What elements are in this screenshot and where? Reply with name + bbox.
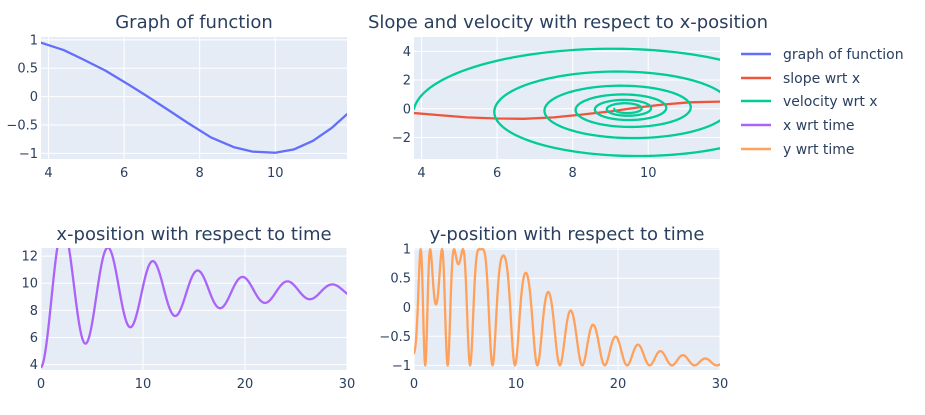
y-tick-label: 1 bbox=[403, 243, 411, 258]
x-tick-label: 30 bbox=[712, 377, 729, 392]
y-tick-label: −0.5 bbox=[6, 118, 38, 133]
x-tick-label: 4 bbox=[44, 166, 52, 181]
legend-label-ywrt: y wrt time bbox=[783, 142, 855, 158]
y-tick-label: −2 bbox=[392, 131, 411, 146]
x-tick-label: 0 bbox=[37, 377, 45, 392]
y-tick-label: 10 bbox=[21, 277, 38, 292]
y-tick-label: 0 bbox=[403, 102, 411, 117]
legend-label-slope: slope wrt x bbox=[783, 71, 860, 87]
x-tick-label: 0 bbox=[410, 377, 418, 392]
y-tick-label: 12 bbox=[21, 250, 38, 265]
legend-item-xwrt[interactable]: x wrt time bbox=[741, 118, 855, 134]
series-line-slope-wrt-x[interactable] bbox=[414, 100, 720, 120]
y-tick-label: −0.5 bbox=[379, 330, 411, 345]
legend-item-slope[interactable]: slope wrt x bbox=[741, 71, 860, 87]
x-tick-label: 8 bbox=[569, 166, 577, 181]
y-tick-label: 6 bbox=[30, 331, 38, 346]
legend-item-ywrt[interactable]: y wrt time bbox=[741, 142, 855, 158]
subplot-graph-of-function: Graph of function 4 6 8 10 1 0.5 0 −0.5 −1 bbox=[6, 12, 347, 181]
x-tick-label: 30 bbox=[339, 377, 356, 392]
y-tick-label: 4 bbox=[403, 45, 411, 60]
y-tick-label: 0.5 bbox=[17, 62, 38, 77]
legend-label-graph: graph of function bbox=[783, 47, 904, 63]
y-tick-label: 0 bbox=[403, 301, 411, 316]
x-tick-label: 6 bbox=[120, 166, 128, 181]
x-tick-label: 10 bbox=[135, 377, 152, 392]
subplot-x-position: x-position with respect to time 0 10 20 30 1… bbox=[21, 224, 355, 392]
y-tick-label: 0.5 bbox=[390, 272, 411, 287]
legend-item-graph[interactable]: graph of function bbox=[741, 47, 904, 63]
series-line-graph-of-function[interactable] bbox=[41, 41, 347, 154]
subplot-title-graph: Graph of function bbox=[115, 12, 273, 33]
subplot-title-ypos: y-position with respect to time bbox=[430, 224, 705, 245]
legend-label-xwrt: x wrt time bbox=[783, 118, 855, 134]
y-tick-label: 8 bbox=[30, 304, 38, 319]
x-tick-label: 20 bbox=[610, 377, 627, 392]
x-tick-label: 10 bbox=[267, 166, 284, 181]
plot-area-xpos[interactable] bbox=[41, 248, 347, 370]
plot-area-slope[interactable] bbox=[414, 37, 720, 159]
series-line-y-wrt-time[interactable] bbox=[414, 248, 720, 367]
x-tick-label: 8 bbox=[196, 166, 204, 181]
subplot-slope-velocity: Slope and velocity with respect to x-pos… bbox=[368, 12, 794, 181]
x-tick-label: 10 bbox=[508, 377, 525, 392]
subplot-title-xpos: x-position with respect to time bbox=[56, 224, 331, 245]
x-tick-label: 6 bbox=[493, 166, 501, 181]
subplot-y-position: y-position with respect to time 0 10 20 301… bbox=[379, 224, 728, 392]
plot-area-ypos[interactable] bbox=[414, 248, 720, 370]
series-line-x-wrt-time[interactable] bbox=[41, 228, 347, 369]
y-tick-label: 4 bbox=[30, 358, 38, 373]
y-tick-label: 0 bbox=[30, 90, 38, 105]
legend-item-velocity[interactable]: velocity wrt x bbox=[741, 94, 878, 110]
x-tick-label: 10 bbox=[640, 166, 657, 181]
plot-area-graph[interactable] bbox=[41, 37, 347, 159]
series-line-velocity-wrt-x[interactable] bbox=[414, 47, 794, 158]
y-tick-label: −1 bbox=[392, 359, 411, 374]
y-tick-label: −1 bbox=[19, 147, 38, 162]
subplot-title-slope: Slope and velocity with respect to x-pos… bbox=[368, 12, 768, 33]
y-tick-label: 1 bbox=[30, 33, 38, 48]
legend: graph of function slope wrt x velocity w… bbox=[741, 47, 904, 158]
y-tick-label: 2 bbox=[403, 74, 411, 89]
x-tick-label: 20 bbox=[237, 377, 254, 392]
legend-label-velocity: velocity wrt x bbox=[783, 94, 878, 110]
x-tick-label: 4 bbox=[417, 166, 425, 181]
